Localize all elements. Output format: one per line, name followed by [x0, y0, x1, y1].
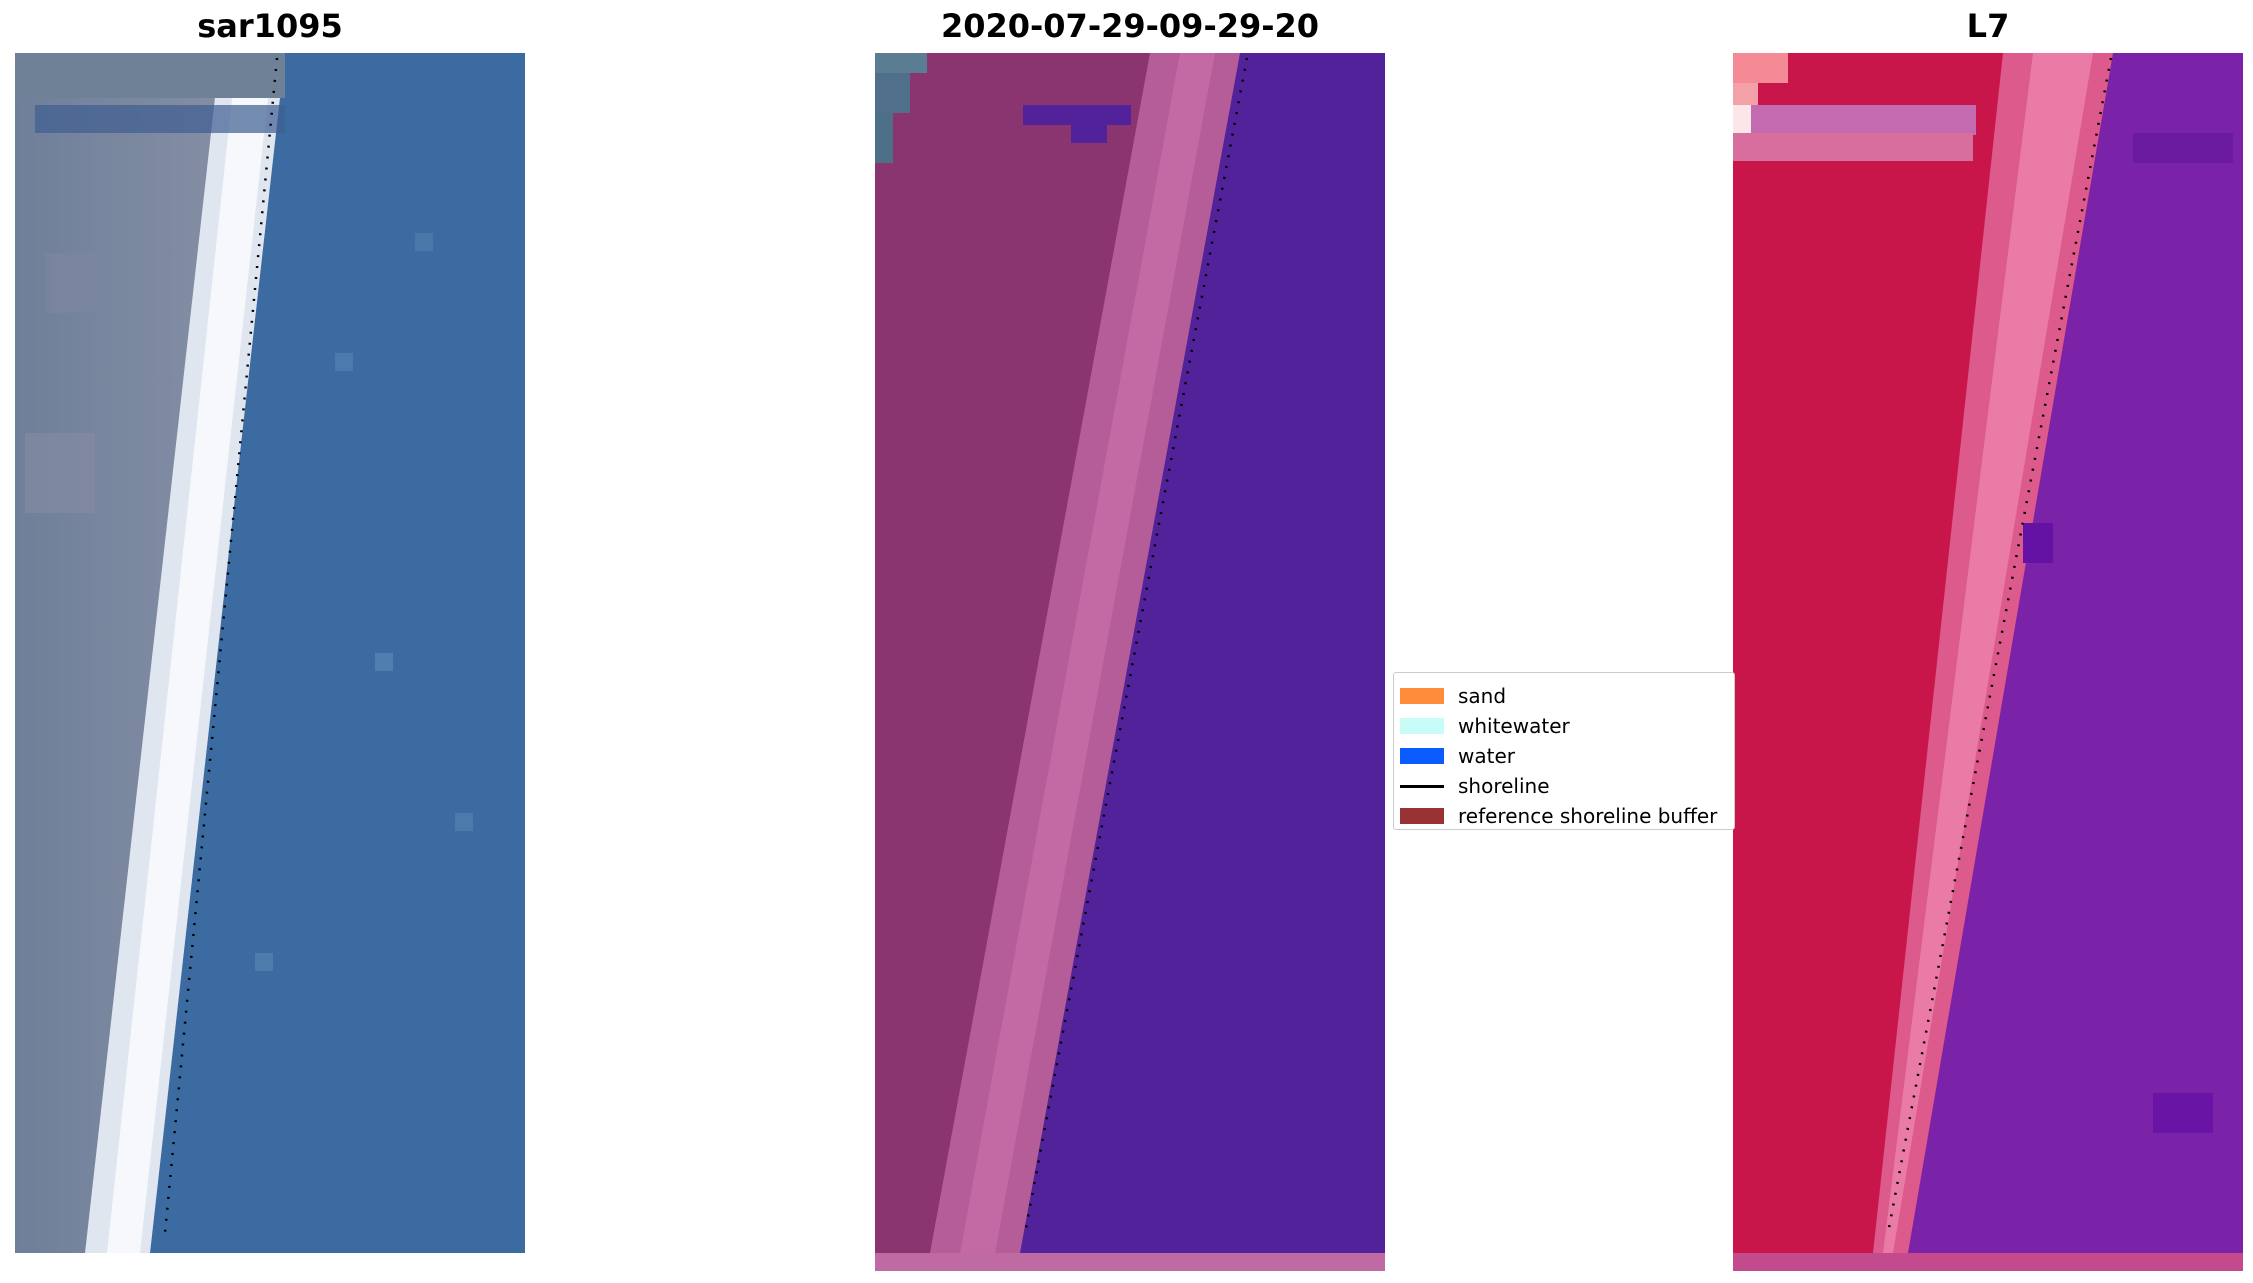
reference-buffer-swatch — [1400, 808, 1444, 824]
mndwi-image-panel — [1733, 53, 2243, 1271]
legend-label: shoreline — [1458, 774, 1550, 798]
legend-label: whitewater — [1458, 714, 1570, 738]
shoreline-dots — [1886, 57, 2113, 1234]
legend-label: water — [1458, 744, 1515, 768]
sand-swatch — [1400, 688, 1444, 704]
legend-item-sand: sand — [1400, 683, 1506, 709]
shoreline-line-swatch — [1400, 784, 1444, 788]
legend-label: sand — [1458, 684, 1507, 708]
legend-item-water: water — [1400, 743, 1515, 769]
panel-title-classified: 2020-07-29-09-29-20 — [940, 7, 1320, 45]
rgb-image-panel — [15, 53, 525, 1253]
panel-title-rgb: sar1095 — [197, 7, 343, 45]
rgb-image — [15, 53, 525, 1253]
legend: sand whitewater water shoreline referenc… — [1393, 672, 1735, 830]
legend-item-shoreline: shoreline — [1400, 773, 1550, 799]
panel-title-mndwi: L7 — [1966, 7, 2010, 45]
mndwi-image — [1733, 53, 2243, 1271]
classified-image — [875, 53, 1385, 1271]
water-swatch — [1400, 748, 1444, 764]
legend-item-whitewater: whitewater — [1400, 713, 1570, 739]
whitewater-swatch — [1400, 718, 1444, 734]
legend-item-reference-buffer: reference shoreline buffer — [1400, 803, 1717, 829]
legend-label: reference shoreline buffer — [1458, 804, 1718, 828]
shoreline-dots — [1023, 57, 1249, 1234]
classified-image-panel — [875, 53, 1385, 1271]
